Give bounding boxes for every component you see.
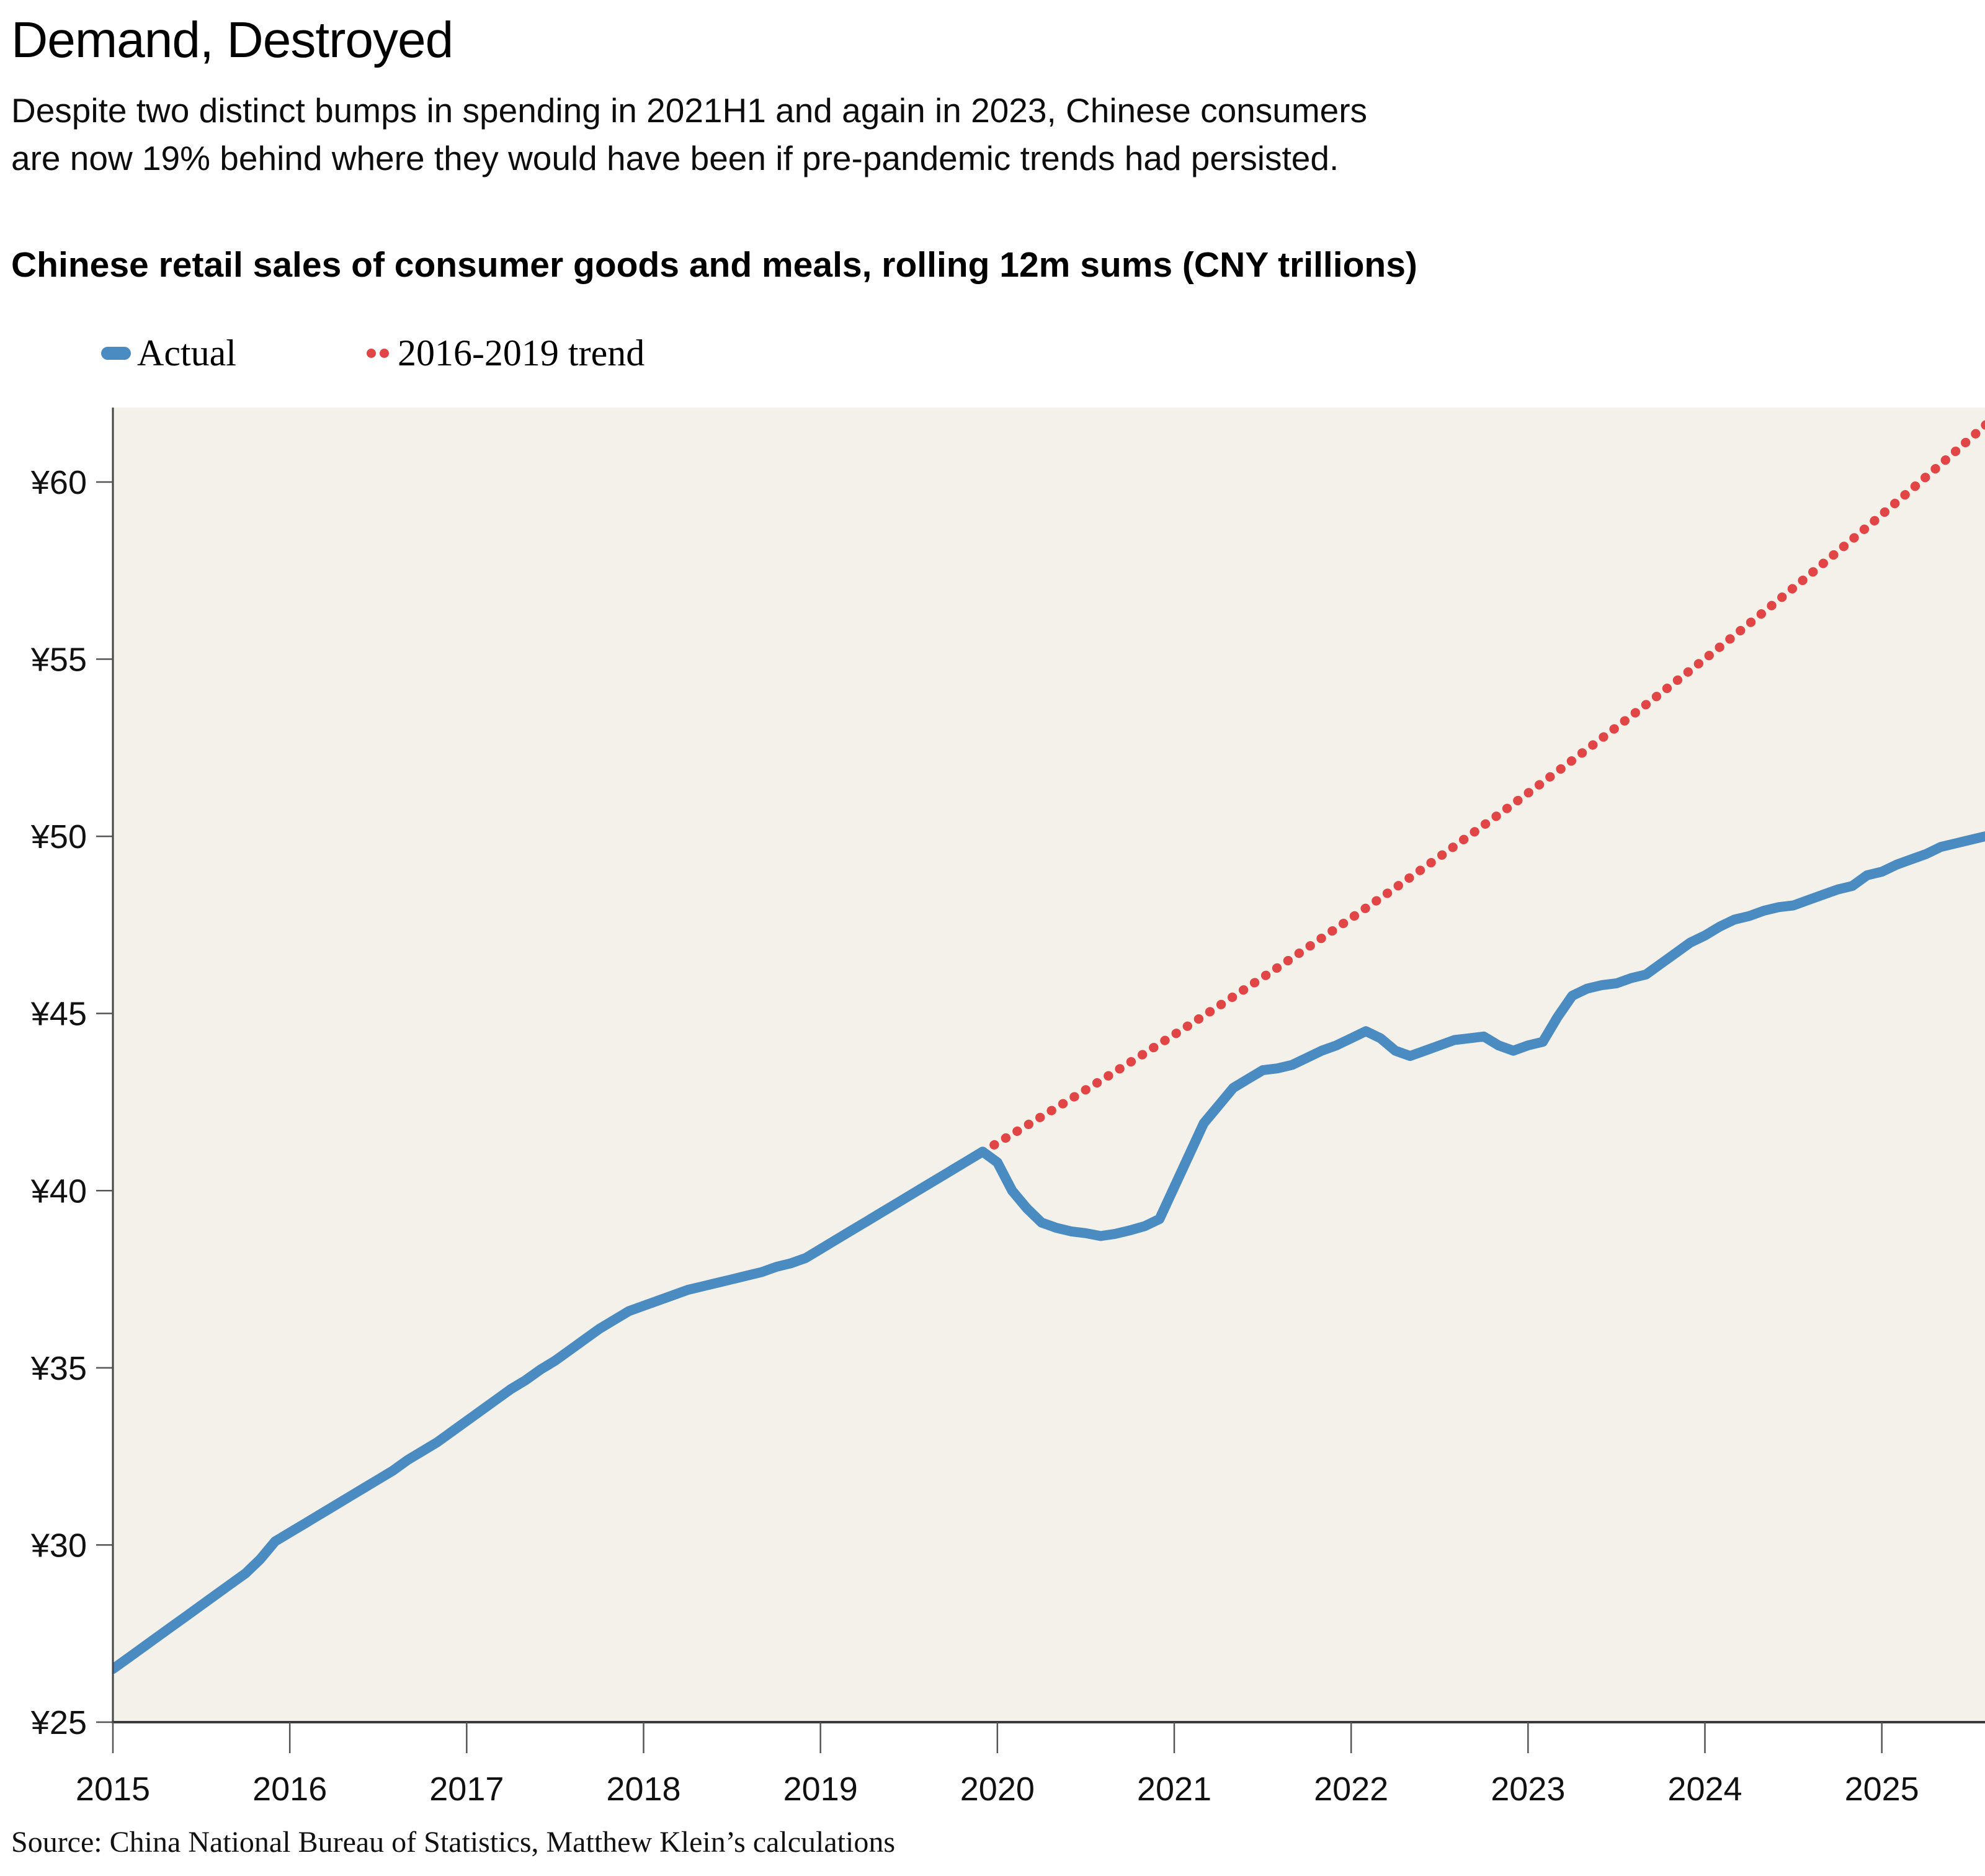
y-axis-label: ¥30 (30, 1527, 87, 1564)
trend-line-dotted (978, 419, 1985, 1156)
x-axis-label: 2021 (1137, 1771, 1211, 1808)
y-axis-label: ¥25 (30, 1704, 87, 1741)
y-axis-label: ¥45 (30, 996, 87, 1033)
actual-line-marker-icon (101, 347, 131, 360)
y-axis-label: ¥60 (30, 464, 87, 501)
y-axis-label: ¥35 (30, 1350, 87, 1387)
chart-subtitle: Despite two distinct bumps in spending i… (11, 87, 1367, 182)
plot-area (113, 408, 1985, 1722)
page-title: Demand, Destroyed (11, 12, 453, 68)
x-axis-label: 2025 (1845, 1771, 1919, 1808)
x-axis-label: 2019 (783, 1771, 858, 1808)
x-axis-label: 2023 (1491, 1771, 1565, 1808)
y-axis-label: ¥40 (30, 1172, 87, 1210)
x-axis-label: 2018 (606, 1771, 680, 1808)
legend-label-trend: 2016-2019 trend (397, 333, 645, 373)
trend-dots-marker-icon (366, 349, 393, 358)
source-note: Source: China National Bureau of Statist… (11, 1826, 896, 1859)
y-axis-label: ¥55 (30, 641, 87, 679)
y-axis-label: ¥50 (30, 818, 87, 855)
x-axis-label: 2015 (76, 1771, 150, 1808)
x-axis-label: 2022 (1314, 1771, 1388, 1808)
x-axis-label: 2017 (429, 1771, 504, 1808)
chart-measure-label: Chinese retail sales of consumer goods a… (11, 245, 1417, 285)
x-axis-label: 2020 (960, 1771, 1035, 1808)
legend-label-actual: Actual (137, 333, 236, 373)
legend-item-trend: 2016-2019 trend (366, 332, 645, 375)
chart-legend: Actual 2016-2019 trend (101, 332, 645, 375)
legend-item-actual: Actual (101, 332, 236, 375)
trend-dot-icon (379, 349, 389, 358)
subtitle-line-1: Despite two distinct bumps in spending i… (11, 91, 1368, 130)
trend-dot-icon (366, 349, 376, 358)
actual-line (113, 831, 1985, 1674)
subtitle-line-2: are now 19% behind where they would have… (11, 139, 1339, 177)
x-axis-label: 2016 (252, 1771, 327, 1808)
x-axis-label: 2024 (1667, 1771, 1742, 1808)
